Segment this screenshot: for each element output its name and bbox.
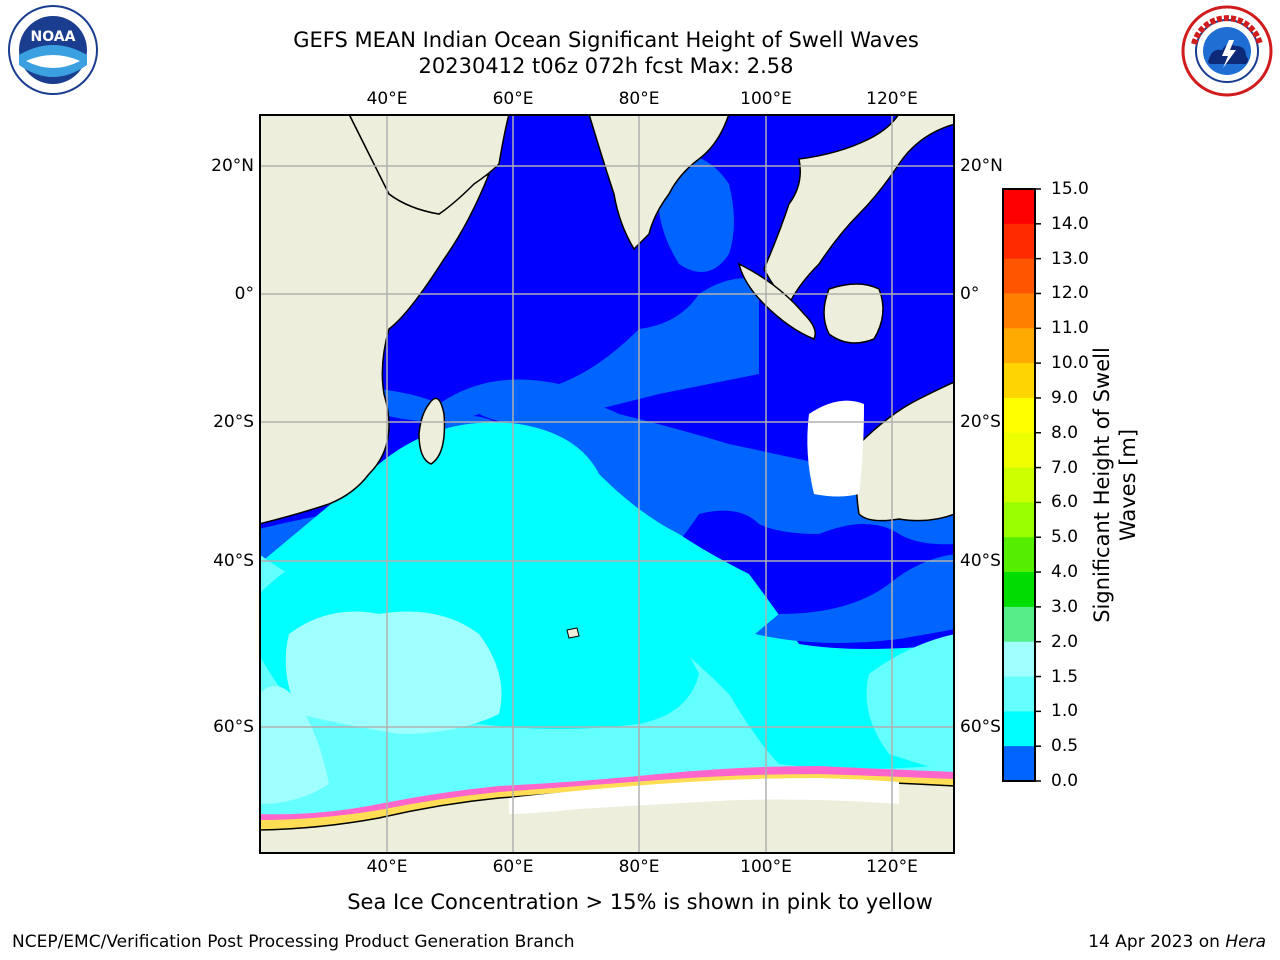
colorbar-bin bbox=[1003, 606, 1035, 643]
chart-title-line1: GEFS MEAN Indian Ocean Significant Heigh… bbox=[293, 28, 919, 52]
nws-logo bbox=[1176, 4, 1278, 98]
map-panel bbox=[259, 114, 955, 854]
colorbar-tick-label: 14.0 bbox=[1051, 213, 1089, 234]
land-borneo bbox=[823, 283, 884, 344]
lat-tick-left-20n: 20°N bbox=[211, 156, 254, 176]
colorbar-tick-label: 4.0 bbox=[1051, 562, 1079, 583]
colorbar-label-line1: Significant Height of Swell bbox=[1090, 347, 1114, 623]
colorbar-tick-label: 7.0 bbox=[1051, 457, 1079, 478]
colorbar-bin bbox=[1003, 467, 1035, 503]
lat-tick-right-20n: 20°N bbox=[960, 156, 1003, 176]
wave-band-2-3 bbox=[285, 611, 502, 734]
colorbar-label-line2: Waves [m] bbox=[1116, 428, 1140, 542]
land-madagascar bbox=[418, 397, 446, 465]
colorbar-tick-label: 12.0 bbox=[1051, 283, 1089, 304]
colorbar-tick-label: 5.0 bbox=[1051, 527, 1079, 548]
lon-tick-bottom-100e: 100°E bbox=[740, 857, 792, 877]
colorbar-bin bbox=[1003, 363, 1035, 399]
colorbar-tick-label: 15.0 bbox=[1051, 179, 1089, 199]
colorbar-bin bbox=[1003, 189, 1035, 225]
colorbar-tick-label: 2.0 bbox=[1051, 631, 1079, 652]
land-arabia bbox=[348, 114, 510, 215]
wave-band-1-15-east bbox=[755, 554, 955, 643]
land-australia-white bbox=[807, 400, 864, 497]
lon-tick-top-120e: 120°E bbox=[866, 89, 918, 109]
colorbar-tick-label: 11.0 bbox=[1051, 318, 1089, 339]
footer-right: 14 Apr 2023 on Hera bbox=[1088, 932, 1266, 952]
noaa-logo: NOAA bbox=[2, 5, 104, 95]
colorbar-tick-label: 0.5 bbox=[1051, 736, 1079, 757]
colorbar-tick-label: 0.0 bbox=[1051, 771, 1079, 791]
lon-tick-bottom-40e: 40°E bbox=[366, 857, 408, 877]
colorbar-bin bbox=[1003, 572, 1035, 608]
lat-tick-left-20s: 20°S bbox=[213, 412, 254, 432]
colorbar-bin bbox=[1003, 328, 1035, 364]
lon-tick-top-100e: 100°E bbox=[740, 89, 792, 109]
colorbar-tick-label: 1.0 bbox=[1051, 701, 1079, 722]
colorbar-tick-label: 6.0 bbox=[1051, 492, 1079, 513]
antarctica-ice-shelf bbox=[509, 778, 899, 814]
footer-left: NCEP/EMC/Verification Post Processing Pr… bbox=[12, 932, 575, 952]
sea-ice-note: Sea Ice Concentration > 15% is shown in … bbox=[347, 890, 933, 914]
lat-tick-left-40s: 40°S bbox=[213, 551, 254, 571]
colorbar-bin bbox=[1003, 711, 1035, 747]
lat-tick-left-0: 0° bbox=[234, 284, 254, 304]
footer-host: Hera bbox=[1225, 932, 1266, 952]
land-se-asia bbox=[763, 114, 955, 306]
colorbar-tick-label: 8.0 bbox=[1051, 422, 1079, 443]
map-frame bbox=[259, 114, 955, 854]
wave-band-05-1-north bbox=[379, 278, 759, 424]
lon-tick-top-40e: 40°E bbox=[366, 89, 408, 109]
lon-tick-bottom-80e: 80°E bbox=[618, 857, 660, 877]
colorbar-bin bbox=[1003, 641, 1035, 678]
wave-band-2-3-west bbox=[259, 686, 329, 804]
colorbar-bin bbox=[1003, 676, 1035, 712]
wave-band-05-1-bay bbox=[658, 154, 734, 272]
lat-tick-right-40s: 40°S bbox=[960, 551, 1001, 571]
lat-tick-right-0: 0° bbox=[960, 284, 980, 304]
colorbar-bins bbox=[1003, 189, 1035, 782]
colorbar-frame bbox=[1002, 188, 1036, 782]
colorbar-tick-marks bbox=[1035, 188, 1041, 782]
colorbar-bin bbox=[1003, 746, 1035, 782]
colorbar-bin bbox=[1003, 432, 1035, 469]
land-kerguelen bbox=[566, 627, 580, 639]
lat-tick-right-20s: 20°S bbox=[960, 412, 1001, 432]
lat-tick-left-60s: 60°S bbox=[213, 717, 254, 737]
colorbar-tick-label: 10.0 bbox=[1051, 353, 1089, 374]
colorbar-bin bbox=[1003, 502, 1035, 538]
colorbar-tick-label: 9.0 bbox=[1051, 387, 1079, 408]
lat-tick-right-60s: 60°S bbox=[960, 717, 1001, 737]
colorbar-bin bbox=[1003, 397, 1035, 434]
chart-title-line2: 20230412 t06z 072h fcst Max: 2.58 bbox=[418, 54, 794, 78]
wave-band-15-2-east bbox=[866, 634, 955, 774]
lon-tick-top-80e: 80°E bbox=[618, 89, 660, 109]
footer-date: 14 Apr 2023 on bbox=[1088, 932, 1226, 952]
lon-tick-bottom-60e: 60°E bbox=[492, 857, 534, 877]
colorbar-bin bbox=[1003, 537, 1035, 573]
land-india bbox=[588, 114, 730, 251]
land-australia bbox=[855, 381, 955, 522]
colorbar-tick-label: 13.0 bbox=[1051, 248, 1089, 269]
map-gridlines bbox=[259, 114, 955, 854]
colorbar bbox=[1002, 188, 1042, 782]
svg-text:NOAA: NOAA bbox=[31, 29, 76, 45]
colorbar-tick-label: 3.0 bbox=[1051, 596, 1079, 617]
colorbar-bin bbox=[1003, 223, 1035, 260]
colorbar-bin bbox=[1003, 293, 1035, 329]
lon-tick-bottom-120e: 120°E bbox=[866, 857, 918, 877]
colorbar-bin bbox=[1003, 258, 1035, 294]
colorbar-tick-label: 1.5 bbox=[1051, 666, 1079, 687]
lon-tick-top-60e: 60°E bbox=[492, 89, 534, 109]
colorbar-label: Significant Height of Swell Waves [m] bbox=[1089, 347, 1141, 623]
